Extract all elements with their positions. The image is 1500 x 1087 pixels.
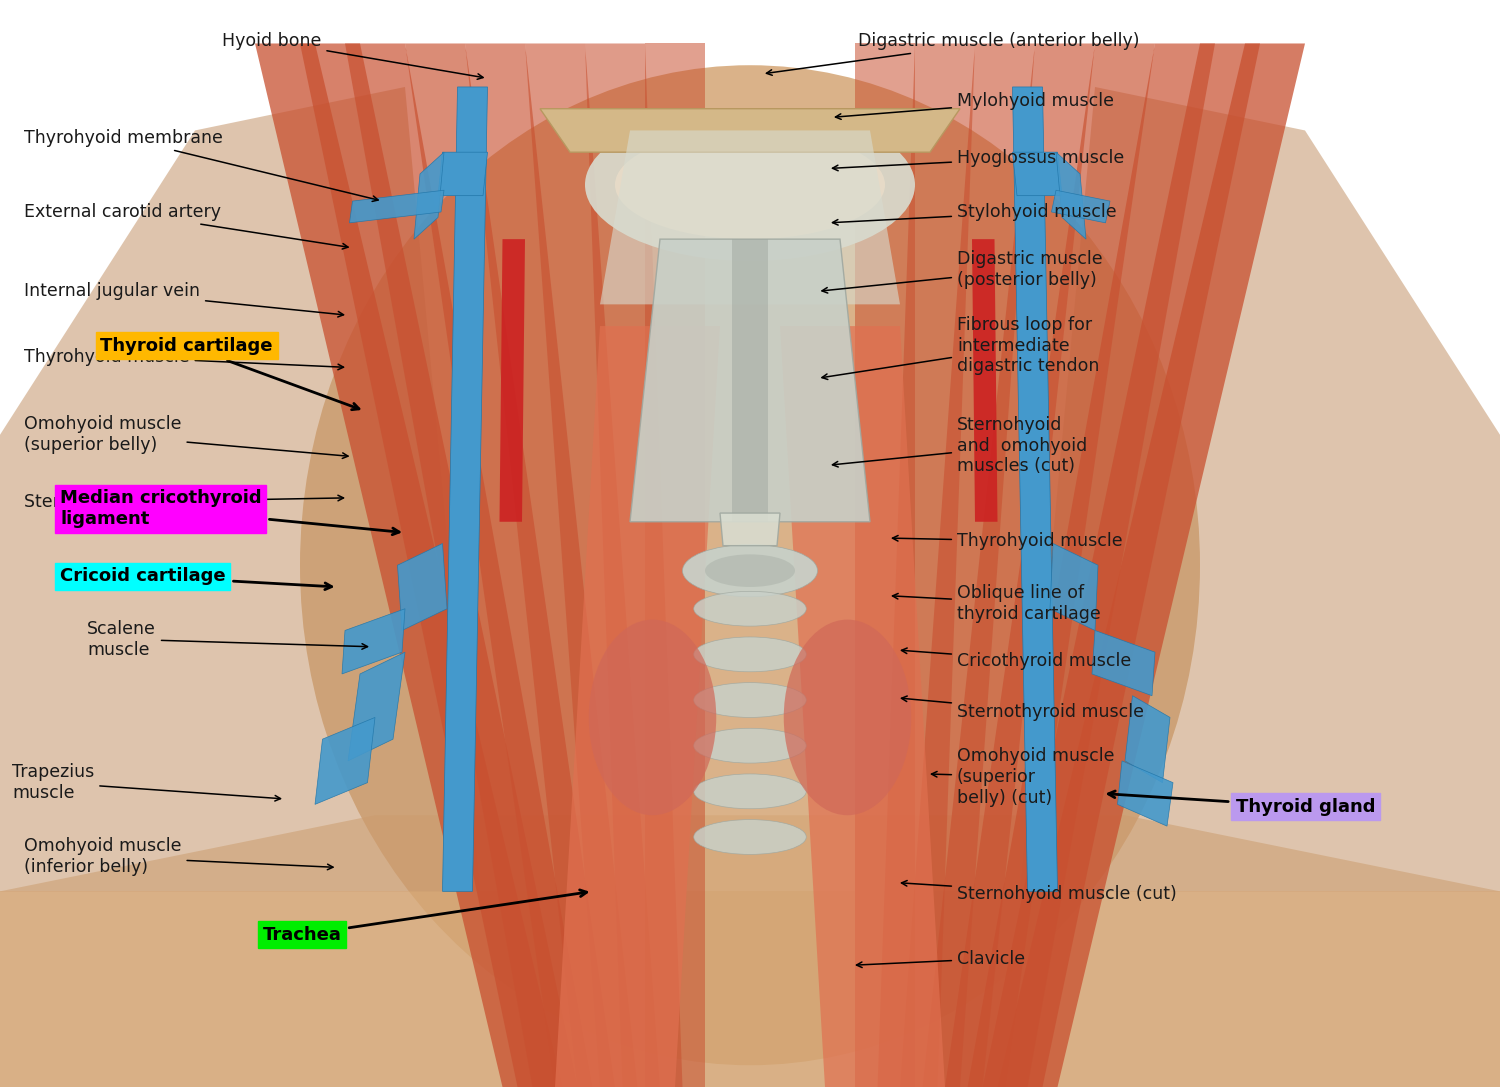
Ellipse shape <box>693 728 807 763</box>
Polygon shape <box>855 43 915 1087</box>
Polygon shape <box>300 43 578 1087</box>
Text: Cricoid cartilage: Cricoid cartilage <box>60 567 332 589</box>
Polygon shape <box>414 152 444 239</box>
Polygon shape <box>972 239 998 522</box>
Polygon shape <box>630 239 870 522</box>
Polygon shape <box>780 326 945 1087</box>
Ellipse shape <box>693 637 807 672</box>
Ellipse shape <box>783 620 910 815</box>
Ellipse shape <box>693 591 807 626</box>
Text: Trapezius
muscle: Trapezius muscle <box>12 763 280 802</box>
Polygon shape <box>878 43 975 1087</box>
Ellipse shape <box>693 683 807 717</box>
Polygon shape <box>1052 190 1110 223</box>
Polygon shape <box>585 43 682 1087</box>
Polygon shape <box>1020 87 1500 891</box>
Polygon shape <box>540 109 960 152</box>
Text: Thyrohyoid muscle: Thyrohyoid muscle <box>24 348 344 370</box>
Polygon shape <box>998 43 1305 1087</box>
Text: Sternohyoid muscle: Sternohyoid muscle <box>24 493 344 511</box>
Text: External carotid artery: External carotid artery <box>24 203 348 249</box>
Text: Thyrohyoid membrane: Thyrohyoid membrane <box>24 129 378 201</box>
Polygon shape <box>350 190 444 223</box>
Ellipse shape <box>682 545 818 597</box>
Polygon shape <box>0 87 480 891</box>
Text: Thyroid gland: Thyroid gland <box>1108 791 1376 815</box>
Text: Clavicle: Clavicle <box>856 950 1024 967</box>
Text: Mylohyoid muscle: Mylohyoid muscle <box>836 92 1114 120</box>
Text: Oblique line of
thyroid cartilage: Oblique line of thyroid cartilage <box>892 584 1101 623</box>
Polygon shape <box>922 43 1095 1087</box>
Polygon shape <box>1118 761 1173 826</box>
Text: Stylohyoid muscle: Stylohyoid muscle <box>833 203 1116 225</box>
Polygon shape <box>442 87 488 891</box>
Polygon shape <box>345 43 592 1087</box>
Ellipse shape <box>585 109 915 261</box>
Polygon shape <box>1050 544 1098 630</box>
Polygon shape <box>720 513 780 546</box>
Text: Omohyoid muscle
(inferior belly): Omohyoid muscle (inferior belly) <box>24 837 333 876</box>
Text: Digastric muscle (anterior belly): Digastric muscle (anterior belly) <box>766 33 1140 75</box>
Text: Omohyoid muscle
(superior belly): Omohyoid muscle (superior belly) <box>24 415 348 459</box>
Polygon shape <box>1056 152 1086 239</box>
Text: Trachea: Trachea <box>262 890 586 944</box>
Polygon shape <box>555 326 720 1087</box>
Polygon shape <box>0 815 1500 1087</box>
Polygon shape <box>342 609 405 674</box>
Polygon shape <box>982 43 1260 1087</box>
Text: Internal jugular vein: Internal jugular vein <box>24 283 344 317</box>
Text: Sternothyroid muscle: Sternothyroid muscle <box>902 696 1144 721</box>
Polygon shape <box>438 152 488 196</box>
Text: Cricothyroid muscle: Cricothyroid muscle <box>902 648 1131 670</box>
Polygon shape <box>900 43 1035 1087</box>
Ellipse shape <box>615 130 885 239</box>
Ellipse shape <box>300 65 1200 1065</box>
Text: Hyoglossus muscle: Hyoglossus muscle <box>833 149 1125 171</box>
Ellipse shape <box>705 554 795 587</box>
Polygon shape <box>405 43 615 1087</box>
Ellipse shape <box>693 820 807 854</box>
Ellipse shape <box>693 774 807 809</box>
Polygon shape <box>1013 152 1062 196</box>
Polygon shape <box>315 717 375 804</box>
Text: Hyoid bone: Hyoid bone <box>222 33 483 79</box>
Text: Omohyoid muscle
(superior
belly) (cut): Omohyoid muscle (superior belly) (cut) <box>932 748 1114 807</box>
Text: Sternohyoid muscle (cut): Sternohyoid muscle (cut) <box>902 880 1176 902</box>
Polygon shape <box>1092 630 1155 696</box>
Ellipse shape <box>588 620 717 815</box>
Polygon shape <box>600 130 900 304</box>
Text: Digastric muscle
(posterior belly): Digastric muscle (posterior belly) <box>822 250 1102 293</box>
Text: Thyroid cartilage: Thyroid cartilage <box>100 337 358 410</box>
Polygon shape <box>1125 696 1170 783</box>
Text: Fibrous loop for
intermediate
digastric tendon: Fibrous loop for intermediate digastric … <box>822 316 1100 379</box>
Polygon shape <box>645 43 705 1087</box>
Text: Scalene
muscle: Scalene muscle <box>87 620 368 659</box>
Polygon shape <box>1013 87 1058 891</box>
Text: Median cricothyroid
ligament: Median cricothyroid ligament <box>60 489 399 535</box>
Polygon shape <box>0 891 1500 1087</box>
Polygon shape <box>348 652 405 761</box>
Polygon shape <box>732 239 768 522</box>
Text: Sternohyoid
and  omohyoid
muscles (cut): Sternohyoid and omohyoid muscles (cut) <box>833 416 1088 475</box>
Polygon shape <box>945 43 1155 1087</box>
Polygon shape <box>968 43 1215 1087</box>
Text: Thyrohyoid muscle: Thyrohyoid muscle <box>892 533 1122 550</box>
Polygon shape <box>525 43 660 1087</box>
Polygon shape <box>465 43 638 1087</box>
Polygon shape <box>398 544 447 630</box>
Polygon shape <box>500 239 525 522</box>
Polygon shape <box>255 43 562 1087</box>
